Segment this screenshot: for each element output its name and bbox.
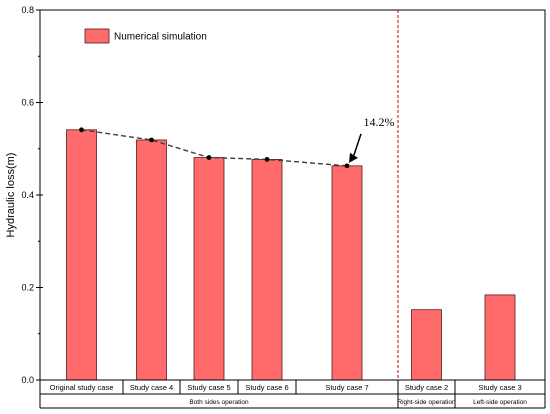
annotation-label: 14.2% bbox=[364, 115, 395, 129]
y-tick-label-0: 0.0 bbox=[21, 375, 34, 385]
category-label-2: Study case 5 bbox=[187, 383, 230, 392]
y-tick-label-3: 0.6 bbox=[21, 98, 34, 108]
group-label-0: Both sides operation bbox=[189, 399, 249, 406]
legend-swatch bbox=[84, 28, 110, 44]
bar-5 bbox=[411, 309, 442, 381]
trend-point-3 bbox=[264, 156, 270, 162]
legend-label: Numerical simulation bbox=[114, 32, 207, 43]
category-label-3: Study case 6 bbox=[245, 383, 288, 392]
category-label-1: Study case 4 bbox=[130, 383, 173, 392]
y-tick-label-2: 0.4 bbox=[21, 190, 34, 200]
category-label-0: Original study case bbox=[50, 383, 114, 392]
plot-frame bbox=[39, 9, 546, 381]
trend-point-4 bbox=[344, 163, 350, 169]
annotation-arrow-shaft bbox=[352, 133, 362, 159]
bar-2 bbox=[193, 157, 225, 381]
category-label-5: Study case 2 bbox=[405, 383, 448, 392]
bar-4 bbox=[331, 165, 363, 381]
bar-1 bbox=[136, 139, 167, 381]
y-tick-label-1: 0.2 bbox=[21, 283, 34, 293]
y-axis-label: Hydraulic loss(m) bbox=[5, 153, 17, 238]
bar-6 bbox=[484, 294, 516, 381]
bar-3 bbox=[251, 158, 283, 381]
bar-0 bbox=[66, 129, 97, 381]
trend-point-0 bbox=[79, 127, 84, 133]
category-label-4: Study case 7 bbox=[325, 383, 368, 392]
group-label-1: Right-side operation bbox=[397, 399, 456, 406]
y-tick-label-4: 0.8 bbox=[21, 5, 34, 15]
trend-point-2 bbox=[206, 155, 212, 160]
group-label-2: Left-side operation bbox=[473, 399, 527, 406]
annotation-arrow-head bbox=[349, 152, 358, 163]
trend-point-1 bbox=[149, 137, 154, 143]
category-label-6: Study case 3 bbox=[478, 383, 521, 392]
